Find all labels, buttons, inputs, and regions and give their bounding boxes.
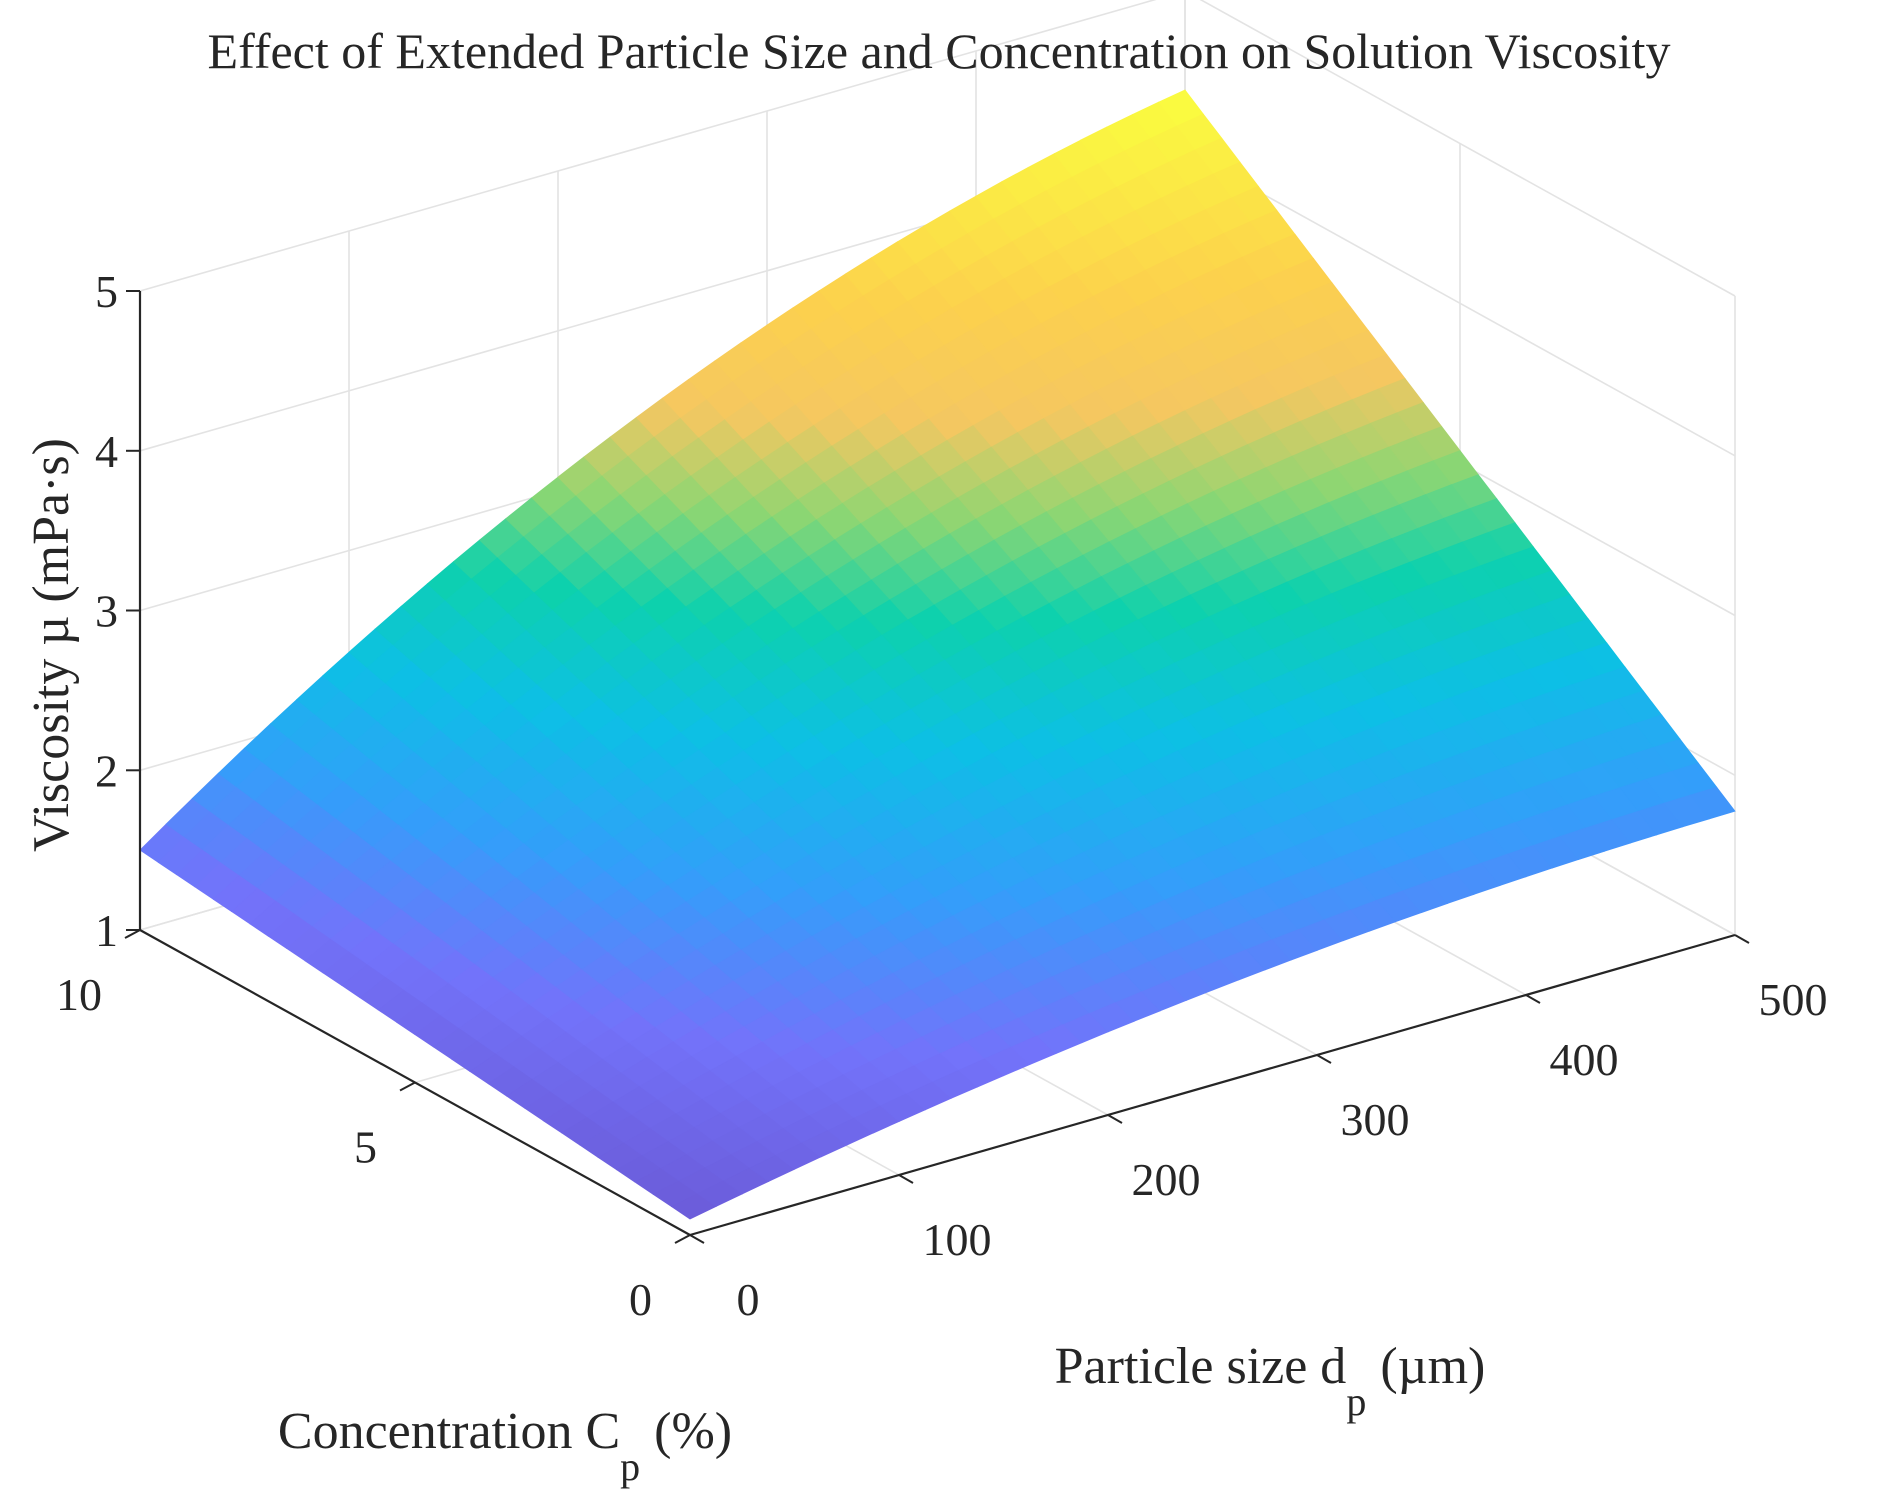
x-tick-label: 100 — [923, 1214, 992, 1265]
z-tick-label: 1 — [95, 905, 118, 956]
grid-line-z-side — [1184, 150, 1736, 457]
x-axis-label-subscript: p — [1346, 1379, 1366, 1424]
y-tick-mark — [674, 1234, 691, 1244]
x-axis-label-main: Particle size d — [1055, 1338, 1347, 1395]
y-tick-label: 5 — [354, 1122, 377, 1173]
x-tick-label: 300 — [1341, 1094, 1410, 1145]
y-tick-mark — [124, 929, 141, 939]
chart-title: Effect of Extended Particle Size and Con… — [208, 23, 1671, 79]
x-axis-label: Particle size dp (µm) — [1055, 1338, 1486, 1424]
x-tick-mark — [898, 1174, 914, 1184]
z-tick-label: 5 — [95, 266, 118, 317]
grid-line-z-back — [139, 0, 1157, 292]
surface-patch — [1689, 786, 1736, 820]
y-tick-mark — [399, 1081, 416, 1092]
y-tick-label: 10 — [56, 969, 102, 1020]
x-tick-label: 200 — [1132, 1154, 1201, 1205]
x-tick-mark — [1107, 1114, 1123, 1124]
grid-line-z-side — [1199, 0, 1736, 297]
y-axis-label-main: Concentration C — [278, 1403, 620, 1460]
x-tick-label: 500 — [1759, 974, 1828, 1025]
x-tick-mark — [1316, 1054, 1332, 1064]
viscosity-surface — [139, 89, 1736, 1220]
y-axis-label-subscript: p — [620, 1444, 640, 1489]
y-axis-label: Concentration Cp (%) — [278, 1403, 732, 1489]
x-tick-label: 0 — [737, 1274, 760, 1325]
x-tick-label: 400 — [1550, 1034, 1619, 1085]
z-tick-label: 4 — [95, 426, 118, 477]
x-axis-label-unit: (µm) — [1380, 1338, 1485, 1395]
x-axis-line — [689, 933, 1736, 1237]
x-tick-mark — [1525, 994, 1541, 1004]
z-axis-label: Viscosity µ (mPa·s) — [23, 438, 80, 852]
y-tick-label: 0 — [629, 1274, 652, 1325]
axes: 0 100 200 300 400 500 0 5 10 1 2 3 4 5 — [56, 266, 1828, 1325]
x-tick-mark — [689, 1234, 705, 1244]
z-tick-label: 2 — [95, 745, 118, 796]
y-axis-label-unit: (%) — [654, 1403, 732, 1460]
x-tick-mark — [1734, 934, 1750, 944]
z-tick-label: 3 — [95, 586, 118, 637]
